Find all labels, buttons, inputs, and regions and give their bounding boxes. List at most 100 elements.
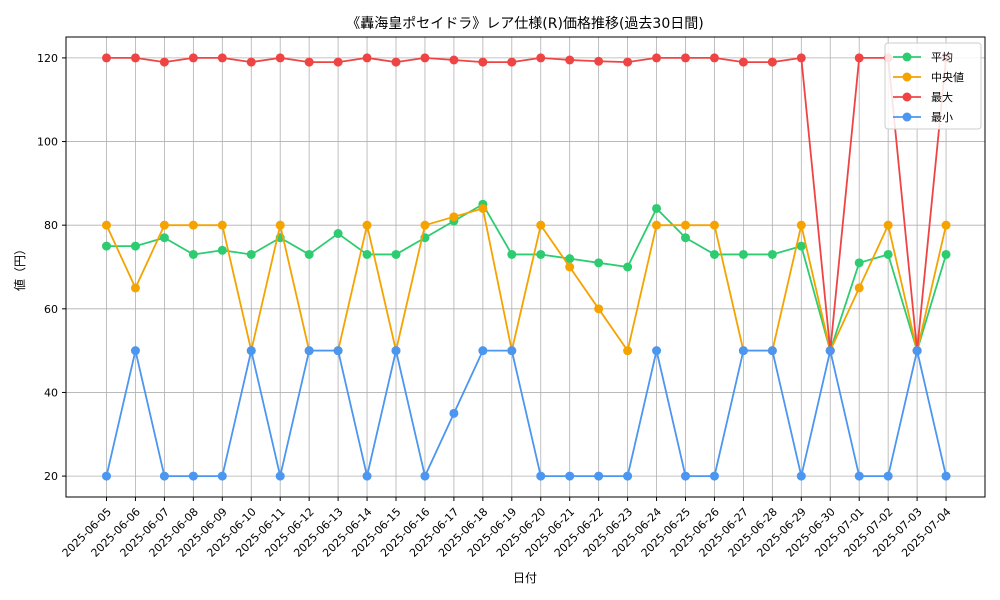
data-point <box>709 471 719 481</box>
data-point <box>623 471 633 481</box>
plot-area <box>65 36 986 498</box>
chart-title: 《轟海皇ポセイドラ》レア仕様(R)価格推移(過去30日間) <box>346 15 703 32</box>
data-point <box>391 249 401 259</box>
legend-label: 中央値 <box>931 71 964 84</box>
data-point <box>796 471 806 481</box>
data-point <box>362 471 372 481</box>
data-point <box>652 53 662 63</box>
data-point <box>681 220 690 230</box>
data-point <box>536 249 546 259</box>
data-point <box>652 203 662 213</box>
data-point <box>565 262 575 272</box>
data-point <box>102 220 111 230</box>
data-point <box>130 53 140 63</box>
data-point <box>796 53 806 63</box>
data-point <box>709 53 719 63</box>
data-point <box>159 57 169 67</box>
legend-box <box>884 42 982 130</box>
y-tick-label: 80 <box>44 219 58 232</box>
data-point <box>941 471 951 481</box>
data-point <box>478 57 488 67</box>
data-point <box>159 220 169 230</box>
grid <box>66 37 985 497</box>
data-point <box>159 471 169 481</box>
data-point <box>217 245 227 255</box>
data-point <box>304 249 314 259</box>
data-point <box>652 220 662 230</box>
y-tick-label: 20 <box>44 470 58 483</box>
data-point <box>333 57 343 67</box>
data-point <box>275 220 285 230</box>
data-point <box>188 249 198 259</box>
data-point <box>130 241 140 251</box>
data-point <box>333 346 343 356</box>
data-point <box>188 220 198 230</box>
data-point <box>102 53 111 63</box>
series-line <box>106 203 947 352</box>
data-point <box>188 471 198 481</box>
data-point <box>420 53 430 63</box>
legend-marker <box>902 52 912 62</box>
data-point <box>941 249 951 259</box>
y-tick-label: 60 <box>44 303 58 316</box>
data-point <box>507 346 517 356</box>
data-point <box>594 56 604 66</box>
data-point <box>130 346 140 356</box>
data-point <box>333 229 343 239</box>
data-point <box>449 408 459 418</box>
legend-label: 最小 <box>931 111 953 124</box>
data-point <box>304 346 314 356</box>
series-line <box>105 349 947 477</box>
data-point <box>188 53 198 63</box>
data-point <box>681 53 690 63</box>
data-point <box>883 220 893 230</box>
data-point <box>159 233 169 243</box>
data-point <box>854 471 864 481</box>
y-axis-label: 値（円） <box>12 243 27 291</box>
data-point <box>102 241 111 251</box>
data-point <box>536 471 546 481</box>
data-point <box>217 53 227 63</box>
series-line <box>106 57 947 352</box>
data-point <box>854 283 864 293</box>
data-point <box>854 258 864 268</box>
data-point <box>883 249 893 259</box>
data-point <box>623 346 633 356</box>
data-point <box>478 346 488 356</box>
data-point <box>420 471 430 481</box>
data-point <box>652 346 662 356</box>
data-point <box>362 249 372 259</box>
data-point <box>565 471 575 481</box>
data-point <box>275 53 285 63</box>
data-point <box>217 471 227 481</box>
data-point <box>796 241 806 251</box>
y-axis: 20 40 60 80 100 120 <box>37 52 66 483</box>
data-point <box>507 57 517 67</box>
data-point <box>767 346 777 356</box>
data-point <box>681 233 690 243</box>
data-point <box>594 471 604 481</box>
data-point <box>767 249 777 259</box>
data-point <box>565 55 575 65</box>
legend-marker <box>902 72 912 82</box>
y-tick-label: 100 <box>37 136 58 149</box>
y-tick-label: 120 <box>37 52 58 65</box>
data-point <box>304 57 314 67</box>
data-point <box>420 220 430 230</box>
data-point <box>912 346 922 356</box>
data-point <box>449 55 459 65</box>
y-tick-label: 40 <box>44 386 58 399</box>
data-point <box>825 346 835 356</box>
data-point <box>449 212 459 222</box>
data-point <box>275 471 285 481</box>
series-layer <box>102 53 951 481</box>
data-point <box>709 249 719 259</box>
data-point <box>362 53 372 63</box>
data-point <box>594 258 604 268</box>
data-point <box>246 57 256 67</box>
data-point <box>594 304 604 314</box>
data-point <box>391 346 401 356</box>
data-point <box>478 203 488 213</box>
